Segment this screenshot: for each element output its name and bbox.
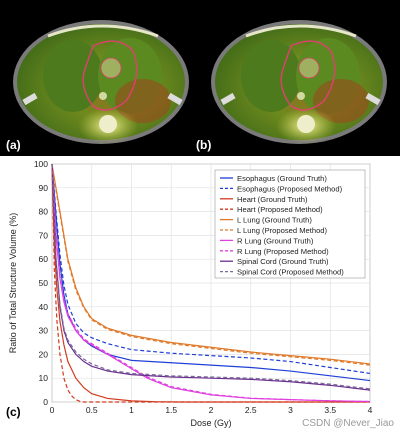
- ct-slice-image-b: [206, 6, 392, 152]
- y-tick-label-0: 0: [43, 397, 48, 407]
- legend-entry-1: Esophagus (Proposed Method): [237, 184, 343, 193]
- y-axis-label: Ratio of Total Structure Volume (%): [8, 213, 18, 353]
- x-tick-label-7: 3.5: [324, 405, 336, 415]
- watermark-text: CSDN @Never_Jiao: [302, 418, 394, 429]
- legend-entry-7: R Lung (Proposed Method): [237, 247, 329, 256]
- x-tick-label-2: 1: [129, 405, 134, 415]
- y-tick-label-5: 50: [39, 278, 49, 288]
- panel-label-b: (b): [196, 138, 212, 152]
- legend-entry-4: L Lung (Ground Truth): [237, 216, 312, 225]
- x-tick-label-6: 3: [288, 405, 293, 415]
- y-tick-label-9: 90: [39, 183, 49, 193]
- legend-entry-6: R Lung (Ground Truth): [237, 236, 314, 245]
- y-tick-label-7: 70: [39, 230, 49, 240]
- panel-label-c: (c): [6, 405, 21, 419]
- series-line-2: [51, 163, 370, 403]
- dvh-plot-panel: 0 0.5 1 1.5 2 2.5 3 3.5 4 0 10 20 30 40 50 60 70 80 90 100 D…: [0, 156, 400, 433]
- dvh-chart: 0 0.5 1 1.5 2 2.5 3 3.5 40102030405060708090100D…: [8, 159, 373, 428]
- series-line-9: [51, 163, 371, 390]
- y-tick-label-1: 10: [39, 373, 49, 383]
- series-line-7: [51, 163, 371, 403]
- ct-slice-image-a: [8, 6, 194, 152]
- series-line-5: [51, 163, 371, 366]
- y-tick-label-10: 100: [34, 159, 48, 169]
- x-tick-label-0: 0: [50, 405, 55, 415]
- series-line-8: [51, 163, 371, 391]
- y-tick-label-4: 40: [39, 302, 49, 312]
- x-tick-label-8: 4: [368, 405, 373, 415]
- x-tick-label-3: 1.5: [165, 405, 177, 415]
- y-tick-label-8: 80: [39, 207, 49, 217]
- legend-entry-5: L Lung (Proposed Method): [237, 226, 328, 235]
- series-line-3: [51, 163, 370, 403]
- series-line-1: [51, 163, 371, 375]
- x-tick-label-5: 2.5: [245, 405, 257, 415]
- x-axis-label: Dose (Gy): [190, 418, 231, 428]
- y-tick-label-6: 60: [39, 254, 49, 264]
- y-tick-label-3: 30: [39, 326, 49, 336]
- legend-entry-3: Heart (Proposed Method): [237, 205, 323, 214]
- panel-label-a: (a): [6, 138, 21, 152]
- legend-entry-2: Heart (Ground Truth): [237, 195, 308, 204]
- legend-box: [214, 169, 366, 279]
- legend-entry-9: Spinal Cord (Proposed Method): [237, 268, 344, 277]
- y-tick-label-2: 20: [39, 349, 49, 359]
- ct-image-panel: (a) (b): [0, 0, 400, 156]
- x-tick-label-4: 2: [209, 405, 214, 415]
- legend-entry-8: Spinal Cord (Ground Truth): [237, 257, 329, 266]
- x-tick-label-1: 0.5: [86, 405, 98, 415]
- legend-entry-0: Esophagus (Ground Truth): [237, 174, 327, 183]
